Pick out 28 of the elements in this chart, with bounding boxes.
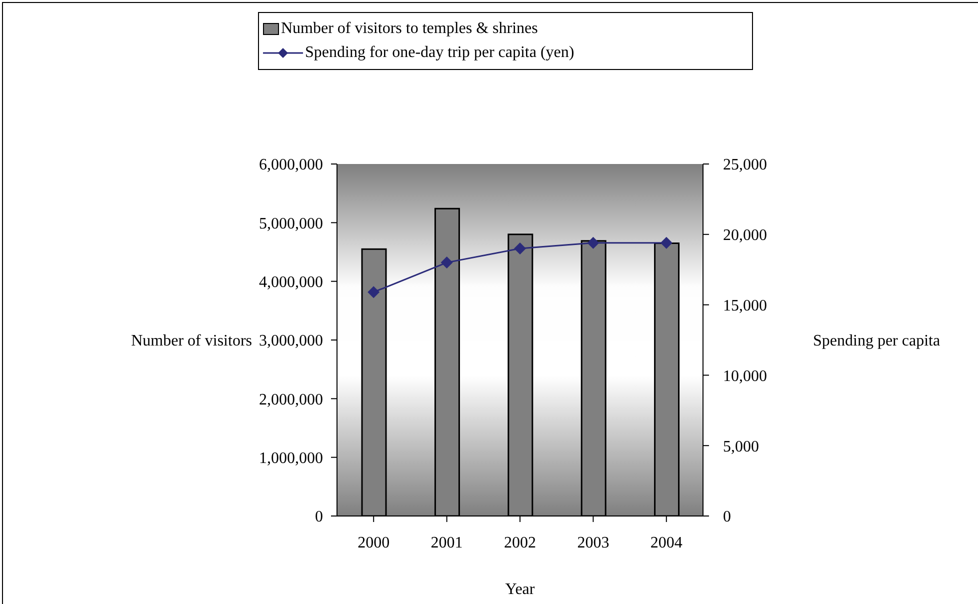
y2-tick-label: 20,000 — [723, 227, 767, 244]
point — [514, 242, 526, 254]
y-tick-label: 6,000,000 — [259, 156, 323, 174]
x-tick-label: 2001 — [430, 534, 463, 552]
point — [368, 286, 380, 298]
point — [660, 236, 672, 249]
x-axis-title: Year — [505, 581, 536, 598]
y-tick-label: 4,000,000 — [259, 274, 323, 292]
y-tick-label: 3,000,000 — [259, 332, 323, 350]
y-axis-title: Number of visitors — [131, 332, 252, 350]
legend-label: Number of visitors to temples & shrines — [281, 19, 538, 39]
x-tick-label: 2002 — [504, 534, 536, 552]
y2-tick-label: 15,000 — [723, 297, 767, 314]
x-tick-label: 2003 — [577, 534, 610, 552]
y2-tick-label: 25,000 — [723, 156, 767, 174]
y2-axis-title: Spending per capita — [813, 332, 940, 350]
point — [440, 256, 453, 269]
y-tick-label: 2,000,000 — [259, 391, 323, 408]
x-tick-label: 2004 — [650, 534, 682, 552]
legend-label: Spending for one-day trip per capita (yen) — [305, 43, 574, 63]
y2-tick-label: 10,000 — [723, 368, 767, 385]
x-tick-label: 2000 — [358, 534, 390, 552]
y-tick-label: 5,000,000 — [259, 215, 323, 232]
y2-tick-label: 0 — [723, 508, 731, 526]
point — [587, 236, 600, 249]
y2-tick-label: 5,000 — [723, 438, 759, 456]
y-tick-label: 0 — [315, 508, 323, 526]
y-tick-label: 1,000,000 — [259, 450, 323, 468]
